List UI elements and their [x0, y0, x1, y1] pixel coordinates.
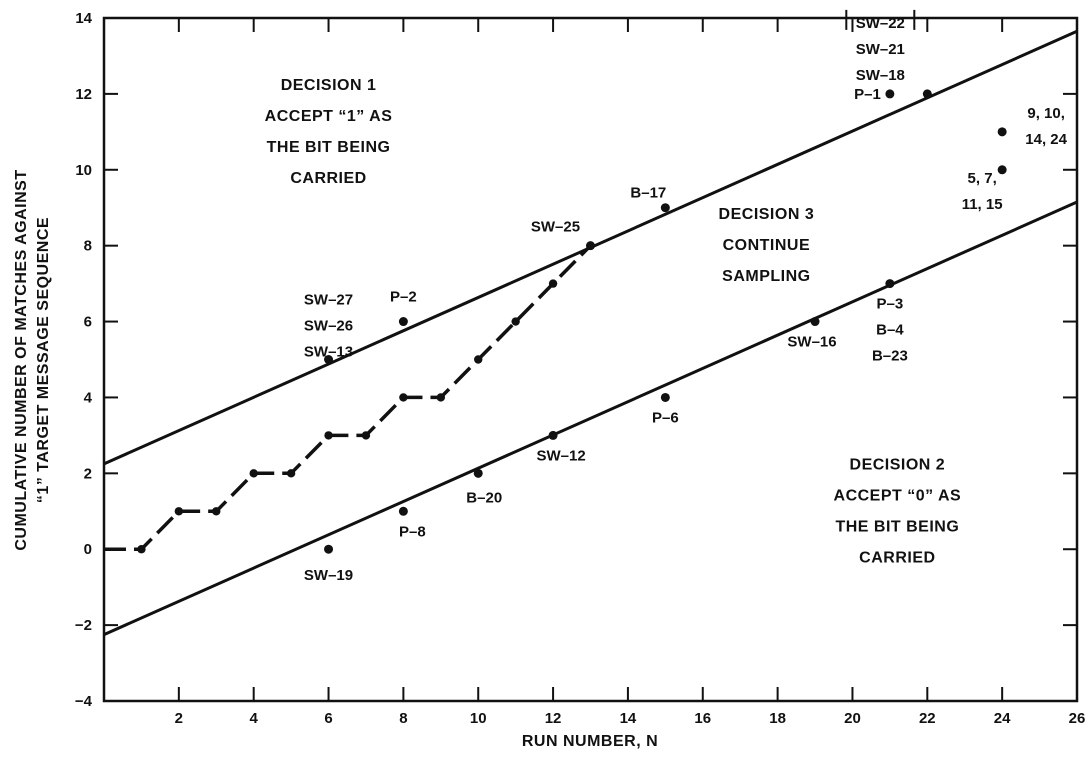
- point-label: SW–27: [304, 292, 353, 309]
- path-point: [137, 545, 146, 554]
- decision-1-line: THE BIT BEING: [267, 139, 391, 156]
- point-label: B–17: [630, 185, 666, 202]
- x-ticks: 2 4 6 8 10 12 14 16 18 20 22 24 26: [175, 18, 1086, 727]
- decision-1-line: DECISION 1: [281, 77, 377, 94]
- point-label: SW–18: [856, 67, 905, 84]
- decision-3-line: SAMPLING: [722, 268, 810, 285]
- data-point: [810, 317, 820, 327]
- path-point: [249, 469, 258, 478]
- y-tick-label: 6: [84, 314, 92, 331]
- data-point: [922, 89, 932, 99]
- decision-2-line: CARRIED: [859, 550, 935, 567]
- point-label: P–8: [399, 523, 426, 540]
- data-point: [885, 279, 895, 289]
- lower-boundary-line: [103, 200, 1078, 636]
- point-label: SW–25: [531, 219, 580, 236]
- path-point: [511, 317, 520, 326]
- y-tick-label: 2: [84, 465, 92, 482]
- point-label: SW–21: [856, 41, 905, 58]
- path-point: [324, 431, 333, 440]
- data-point: [473, 468, 483, 478]
- y-tick-label: 0: [84, 541, 92, 558]
- data-point: [548, 430, 558, 440]
- point-label: SW–12: [536, 447, 585, 464]
- x-tick-label: 14: [620, 710, 637, 727]
- data-points: SW–27 SW–26 SW–13 P–2 SW–25 B–17 P–1 SW–22 SW–21…: [304, 9, 1068, 584]
- path-point: [436, 393, 446, 402]
- data-point: [324, 544, 334, 554]
- point-label: 5, 7,: [968, 170, 997, 187]
- path-point: [361, 431, 371, 440]
- y-tick-label: −4: [75, 693, 93, 710]
- point-label: SW–19: [304, 567, 353, 584]
- path-point: [548, 279, 558, 288]
- y-axis-title-line: CUMULATIVE NUMBER OF MATCHES AGAINST: [13, 169, 30, 550]
- data-point: [660, 392, 670, 402]
- path-point: [286, 469, 296, 478]
- decision-2-line: ACCEPT “0” AS: [834, 488, 962, 505]
- x-axis-title: RUN NUMBER, N: [522, 733, 658, 750]
- decision-3-line: CONTINUE: [723, 237, 811, 254]
- decision-2-line: THE BIT BEING: [835, 519, 959, 536]
- y-tick-label: 12: [75, 86, 92, 103]
- point-label: P–2: [390, 289, 417, 306]
- point-label: SW–13: [304, 344, 353, 361]
- point-label: P–6: [652, 409, 679, 426]
- x-tick-label: 2: [175, 710, 183, 727]
- path-point: [399, 393, 408, 402]
- decision-annotations: DECISION 1 ACCEPT “1” AS THE BIT BEING CARR…: [265, 77, 962, 567]
- x-tick-label: 20: [844, 710, 861, 727]
- data-point: [660, 203, 670, 213]
- point-label: P–1: [854, 86, 881, 103]
- x-tick-label: 24: [994, 710, 1011, 727]
- cumulative-path: [104, 241, 595, 554]
- path-point: [174, 507, 184, 516]
- point-label: 11, 15: [962, 196, 1003, 213]
- plot-frame: [102, 16, 1079, 703]
- point-label: B–23: [872, 348, 908, 365]
- x-tick-label: 6: [324, 710, 332, 727]
- x-tick-label: 16: [694, 710, 711, 727]
- x-tick-label: 12: [545, 710, 562, 727]
- path-point: [474, 355, 483, 364]
- x-tick-label: 18: [769, 710, 786, 727]
- x-tick-label: 22: [919, 710, 936, 727]
- data-point: [398, 317, 408, 327]
- cumulative-path-line: [104, 244, 592, 551]
- y-tick-label: 10: [75, 162, 92, 179]
- point-label: SW–16: [787, 334, 836, 351]
- y-axis-title-line: “1” TARGET MESSAGE SEQUENCE: [35, 217, 52, 503]
- decision-3-line: DECISION 3: [719, 206, 815, 223]
- data-point: [997, 127, 1007, 137]
- point-label: SW–26: [304, 318, 353, 335]
- decision-1-line: ACCEPT “1” AS: [265, 108, 393, 125]
- x-tick-label: 4: [250, 710, 259, 727]
- point-label: SW–22: [856, 15, 905, 32]
- point-label: B–20: [466, 489, 502, 506]
- data-point: [586, 241, 595, 251]
- x-tick-label: 10: [470, 710, 487, 727]
- y-tick-label: 14: [75, 10, 92, 27]
- y-tick-label: 8: [84, 238, 92, 255]
- point-label: 9, 10,: [1027, 105, 1065, 122]
- path-point: [212, 507, 221, 516]
- boundary-lines: [103, 29, 1078, 636]
- decision-2-line: DECISION 2: [850, 457, 946, 474]
- data-point: [885, 89, 895, 99]
- x-tick-label: 26: [1069, 710, 1086, 727]
- point-label: P–3: [877, 296, 904, 313]
- point-label: B–4: [876, 322, 904, 339]
- data-point: [324, 355, 334, 364]
- y-ticks: −4 −2 0 2 4 6 8 10 12 14: [75, 10, 1077, 710]
- y-tick-label: 4: [84, 389, 93, 406]
- y-tick-label: −2: [75, 617, 92, 634]
- point-label: 14, 24: [1025, 131, 1067, 148]
- x-tick-label: 8: [399, 710, 407, 727]
- data-point: [997, 165, 1007, 175]
- y-axis-title: CUMULATIVE NUMBER OF MATCHES AGAINST “1” …: [13, 169, 52, 550]
- data-point: [398, 506, 408, 516]
- decision-1-line: CARRIED: [290, 170, 366, 187]
